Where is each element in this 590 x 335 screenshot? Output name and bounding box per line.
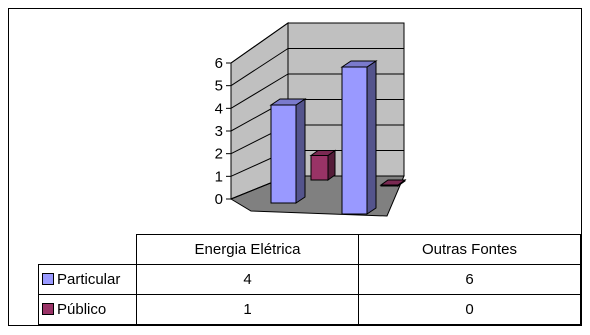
legend-swatch (42, 303, 54, 315)
series-name: Particular (57, 271, 121, 288)
tick-label: 3 (215, 123, 223, 140)
bar-front (270, 104, 297, 204)
series-name: Público (57, 301, 107, 318)
y-axis-ticks: 0 1 2 3 4 5 6 (215, 55, 231, 208)
tick-label: 2 (215, 146, 223, 163)
bar-particular-1 (269, 98, 307, 204)
tick-label: 0 (215, 191, 223, 208)
gridline (230, 22, 289, 64)
data-table-row: Particular 4 6 (38, 264, 581, 295)
gridline (230, 48, 289, 87)
bar-front (380, 184, 399, 187)
table-corner (38, 234, 137, 265)
category-label: Outras Fontes (358, 234, 581, 265)
chart-plot: 0 1 2 3 4 5 6 (215, 22, 407, 217)
gridline (230, 73, 289, 109)
data-label: 4 (136, 264, 359, 295)
bar-front (341, 66, 368, 215)
data-label: 6 (358, 264, 581, 295)
bars (269, 60, 407, 215)
data-label: 0 (358, 294, 581, 325)
data-table-row: Público 1 0 (38, 294, 581, 325)
chart-walls (229, 22, 405, 217)
tick-label: 5 (215, 78, 223, 95)
bar-publico-1 (309, 149, 337, 181)
bar-particular-2 (340, 60, 378, 215)
tick-label: 1 (215, 168, 223, 185)
legend-entry: Particular (38, 264, 137, 295)
bar-side (366, 60, 377, 215)
data-label: 1 (136, 294, 359, 325)
legend-entry: Público (38, 294, 137, 325)
data-table: Energia Elétrica Outras Fontes Particula… (38, 234, 581, 325)
tick-label: 6 (215, 55, 223, 72)
bar-front (310, 155, 329, 181)
bar-publico-2 (379, 179, 407, 187)
category-label: Energia Elétrica (136, 234, 359, 265)
legend-swatch (42, 273, 54, 285)
bar-side (295, 98, 306, 204)
data-table-header-row: Energia Elétrica Outras Fontes (38, 234, 581, 265)
tick-label: 4 (215, 100, 223, 117)
